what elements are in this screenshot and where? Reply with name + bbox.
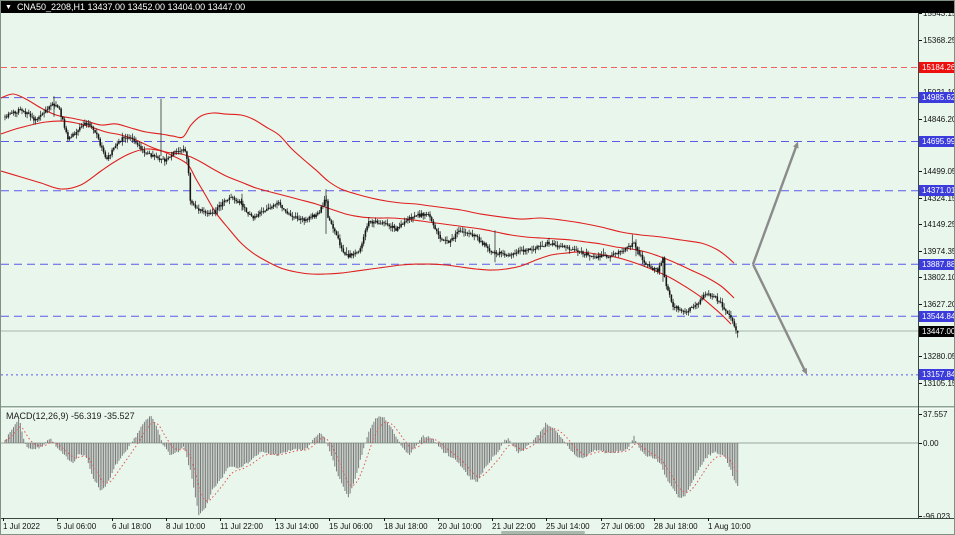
macd-signal-line bbox=[4, 421, 739, 502]
price-tick-label: 15543.15 bbox=[918, 9, 955, 18]
trend-arrow-head bbox=[793, 141, 799, 149]
price-level-badge: 13447.00 bbox=[919, 326, 954, 337]
time-axis[interactable]: 1 Jul 2022 5 Jul 06:00 6 Jul 18:00 8 Jul 10… bbox=[1, 518, 954, 534]
trend-arrow-head bbox=[801, 367, 807, 375]
price-level-badge: 13157.84 bbox=[919, 369, 954, 380]
time-tick-label: 13 Jul 14:00 bbox=[275, 518, 319, 531]
time-tick-label: 8 Jul 10:00 bbox=[166, 518, 206, 531]
time-tick-label: 28 Jul 18:00 bbox=[654, 518, 698, 531]
macd-label: MACD(12,26,9) -56.319 -35.527 bbox=[6, 411, 135, 421]
price-tick-label: 13627.20 bbox=[918, 300, 955, 309]
time-tick-label: 6 Jul 18:00 bbox=[112, 518, 152, 531]
price-tick-label: 13105.15 bbox=[918, 379, 955, 388]
price-level-badge: 13544.84 bbox=[919, 311, 954, 322]
macd-axis-label: 37.557 bbox=[918, 410, 948, 419]
time-tick-label: 11 Jul 22:00 bbox=[220, 518, 263, 531]
time-tick-label: 1 Jul 2022 bbox=[3, 518, 40, 531]
price-tick-label: 14499.05 bbox=[918, 167, 955, 176]
price-level-badge: 14695.99 bbox=[919, 136, 954, 147]
time-tick-label: 1 Aug 10:00 bbox=[708, 518, 751, 531]
macd-indicator-pane[interactable] bbox=[1, 409, 918, 518]
price-tick-label: 14846.20 bbox=[918, 115, 955, 124]
time-tick-label: 27 Jul 06:00 bbox=[601, 518, 645, 531]
price-level-badge: 14371.01 bbox=[919, 185, 954, 196]
bollinger-upper-band bbox=[1, 93, 735, 264]
time-tick-label: 25 Jul 14:00 bbox=[546, 518, 590, 531]
macd-histogram bbox=[4, 416, 739, 516]
price-tick-label: 14324.15 bbox=[918, 194, 955, 203]
time-tick-label: 5 Jul 06:00 bbox=[57, 518, 97, 531]
price-tick-label: 13974.35 bbox=[918, 247, 955, 256]
price-axis[interactable]: 15543.1515368.2515021.1014846.2014499.05… bbox=[918, 9, 955, 521]
macd-axis-label: -96.023 bbox=[918, 512, 951, 521]
horizontal-scrollbar-thumb[interactable] bbox=[501, 531, 585, 534]
time-tick-label: 21 Jul 22:00 bbox=[492, 518, 536, 531]
price-tick-label: 15368.25 bbox=[918, 36, 955, 45]
trend-arrow bbox=[751, 263, 807, 372]
bollinger-middle-band bbox=[1, 120, 735, 299]
price-level-badge: 13887.88 bbox=[919, 259, 954, 270]
candle-wicks bbox=[4, 96, 739, 338]
macd-axis-label: 0.00 bbox=[919, 439, 939, 448]
price-level-badge: 14985.62 bbox=[919, 92, 954, 103]
price-tick-label: 13802.10 bbox=[918, 273, 955, 282]
price-tick-label: 13280.05 bbox=[918, 352, 955, 361]
pane-separator[interactable] bbox=[1, 406, 954, 409]
price-tick-label: 14149.25 bbox=[918, 220, 955, 229]
candle-bodies bbox=[4, 103, 739, 333]
collapse-arrow-icon[interactable]: ▼ bbox=[5, 4, 12, 11]
chart-title-bar: ▼ CNA50_2208,H1 13437.00 13452.00 13404.0… bbox=[1, 1, 954, 13]
chart-title: CNA50_2208,H1 13437.00 13452.00 13404.00… bbox=[16, 2, 246, 12]
trend-arrow bbox=[751, 144, 798, 265]
bollinger-lower-band bbox=[1, 148, 732, 325]
time-tick-label: 20 Jul 10:00 bbox=[438, 518, 482, 531]
price-chart-pane[interactable] bbox=[1, 13, 918, 406]
time-tick-label: 18 Jul 18:00 bbox=[384, 518, 428, 531]
time-tick-label: 15 Jul 06:00 bbox=[329, 518, 373, 531]
price-level-badge: 15184.26 bbox=[919, 62, 954, 73]
